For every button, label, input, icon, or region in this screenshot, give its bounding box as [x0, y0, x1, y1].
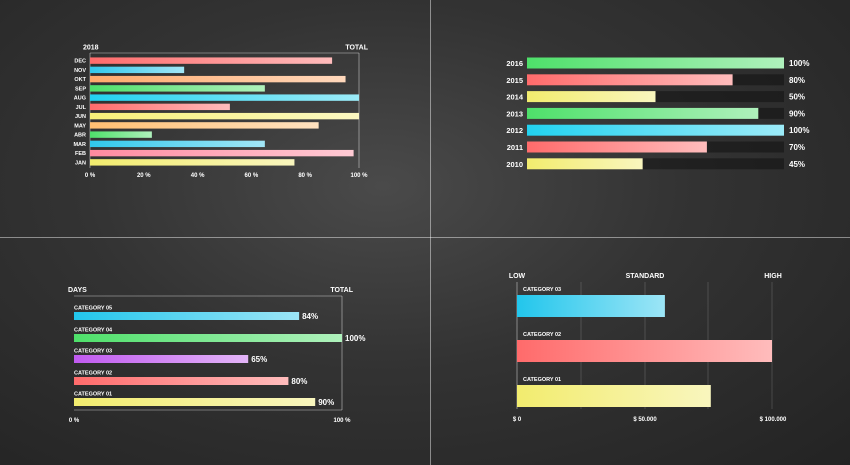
x-tick-label: 100 % [333, 418, 351, 424]
chart-header-right: TOTAL [330, 287, 353, 294]
bar-mar [90, 140, 265, 148]
bar-2014 [527, 91, 656, 103]
category-chart: DAYS TOTAL CATEGORY 05 84% CATEGORY 04 100% CA… [68, 287, 365, 424]
value-label: 70% [789, 143, 805, 152]
value-label: 90% [318, 398, 334, 407]
category-label: MAR [73, 142, 86, 148]
category-label: CATEGORY 05 [74, 306, 112, 312]
category-label: ABR [74, 133, 86, 139]
bar-category-04 [74, 334, 342, 342]
bar-jun [90, 112, 359, 120]
bar-abr [90, 131, 152, 138]
category-label: CATEGORY 04 [74, 328, 113, 334]
bar-category-03 [517, 295, 665, 317]
bar-jul [90, 103, 230, 111]
x-tick-label: 20 % [137, 173, 151, 179]
x-tick-label: 40 % [191, 173, 205, 179]
value-label: 100% [789, 126, 809, 135]
bar-category-02 [517, 340, 772, 362]
bar-may [90, 122, 319, 129]
bar-category-05 [74, 312, 300, 320]
year-label: 2011 [507, 143, 523, 152]
bar-jan [90, 159, 295, 166]
category-label: CATEGORY 03 [74, 349, 112, 355]
category-label: JUL [76, 105, 87, 111]
value-label: 90% [789, 109, 805, 118]
x-tick-label: 80 % [298, 173, 312, 179]
category-label: NOV [74, 68, 86, 74]
value-label: 50% [789, 93, 805, 102]
bar-sep [90, 85, 265, 92]
bar-2011 [527, 141, 707, 153]
value-label: 80% [291, 377, 307, 386]
bar-feb [90, 149, 354, 157]
category-label: AUG [74, 96, 86, 102]
category-label: MAY [74, 123, 86, 129]
bar-2012 [527, 124, 784, 136]
category-label: DEC [74, 59, 86, 65]
x-tick-label: 0 % [85, 173, 96, 179]
year-label: 2010 [506, 160, 523, 169]
x-tick-label: $ 50.000 [633, 417, 657, 423]
category-label: CATEGORY 02 [74, 371, 112, 377]
value-label: 65% [251, 355, 267, 364]
value-label: 100% [789, 59, 809, 68]
year-label: 2015 [506, 76, 523, 85]
category-label: JUN [75, 114, 86, 120]
bar-2010 [527, 158, 643, 170]
x-tick-label: 60 % [245, 173, 259, 179]
bar-track [527, 158, 784, 170]
bar-okt [90, 75, 346, 83]
chart-header-left: DAYS [68, 287, 87, 294]
level-label: STANDARD [626, 273, 665, 280]
category-label: CATEGORY 01 [74, 392, 112, 398]
level-label: LOW [509, 273, 526, 280]
category-label: FEB [75, 151, 86, 157]
category-label: JAN [75, 160, 86, 166]
category-label: CATEGORY 03 [523, 287, 561, 293]
yearly-chart: 2016 100% 2015 80% 2014 50% 2013 90% 2012 100% 201… [506, 57, 809, 170]
dollar-chart: LOW STANDARD HIGH CATEGORY 03 CATEGORY 02 CAT… [509, 273, 787, 423]
monthly-chart: 2018 TOTAL DEC NOV OKT SEP AUG JUL JUN MAY ABR MAR F… [73, 45, 368, 180]
bar-2015 [527, 74, 733, 86]
year-label: 2013 [506, 109, 523, 118]
value-label: 100% [345, 334, 365, 343]
vertical-divider [430, 0, 431, 465]
horizontal-divider [0, 237, 850, 238]
category-label: CATEGORY 02 [523, 332, 561, 338]
value-label: 84% [302, 312, 318, 321]
bar-dec [90, 57, 333, 64]
x-tick-label: 0 % [69, 418, 80, 424]
bar-category-02 [74, 377, 289, 385]
bar-2016 [527, 57, 784, 69]
bar-nov [90, 66, 185, 74]
x-tick-label: $ 0 [513, 417, 522, 423]
year-label: 2014 [506, 93, 524, 102]
bar-aug [90, 94, 359, 101]
bar-2013 [527, 107, 759, 119]
year-label: 2012 [506, 126, 523, 135]
bar-category-01 [517, 385, 711, 407]
bar-category-01 [74, 398, 316, 406]
value-label: 45% [789, 160, 805, 169]
chart-header-right: TOTAL [345, 45, 368, 52]
category-label: CATEGORY 01 [523, 377, 561, 383]
bar-category-03 [74, 355, 249, 363]
level-label: HIGH [764, 273, 782, 280]
x-tick-label: $ 100.000 [760, 417, 787, 423]
value-label: 80% [789, 76, 805, 85]
category-label: OKT [74, 77, 86, 83]
chart-header-left: 2018 [83, 45, 99, 52]
category-label: SEP [75, 86, 86, 92]
x-tick-label: 100 % [350, 173, 368, 179]
year-label: 2016 [506, 59, 523, 68]
